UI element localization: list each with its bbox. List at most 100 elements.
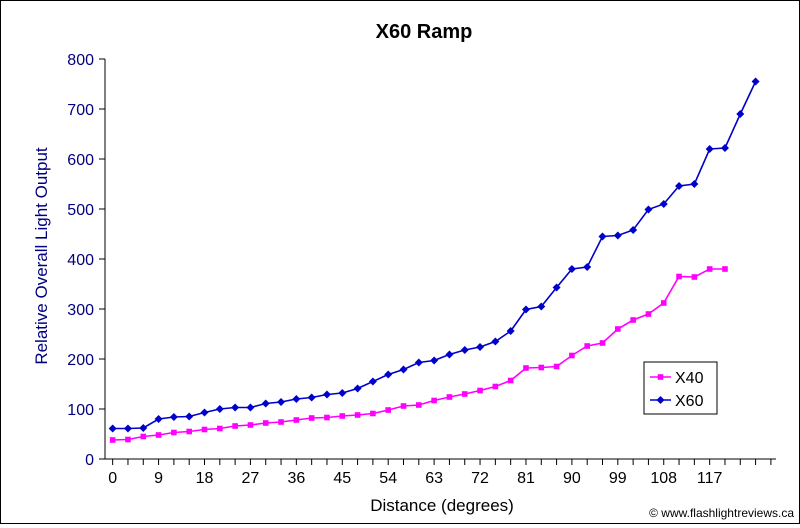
data-point-x60	[690, 180, 699, 188]
data-point-x40	[722, 266, 728, 272]
data-point-x40	[584, 343, 591, 349]
data-point-x60	[567, 265, 576, 273]
y-axis-label: Relative Overall Light Output	[32, 147, 51, 365]
x-tick-label: 117	[697, 470, 723, 487]
data-point-x60	[353, 384, 362, 393]
y-tick-label: 400	[67, 252, 94, 269]
data-point-x60	[185, 412, 194, 421]
data-point-x40	[523, 365, 529, 371]
data-point-x40	[615, 326, 621, 332]
data-point-x60	[231, 403, 240, 412]
x-tick-label: 99	[609, 470, 627, 487]
data-point-x60	[445, 350, 454, 359]
data-point-x60	[537, 302, 546, 311]
data-point-x40	[278, 419, 284, 425]
y-tick-label: 600	[67, 152, 94, 169]
data-point-x40	[431, 397, 437, 404]
data-point-x40	[308, 415, 315, 421]
data-point-x40	[354, 412, 361, 418]
data-point-x60	[154, 415, 163, 423]
data-point-x40	[125, 436, 131, 443]
data-point-x60	[338, 389, 347, 397]
data-point-x40	[706, 266, 713, 272]
data-point-x40	[171, 429, 177, 436]
data-point-x40	[217, 425, 223, 432]
y-tick-label: 300	[67, 302, 94, 319]
y-tick-label: 100	[67, 402, 94, 419]
data-point-x60	[277, 398, 286, 406]
x-tick-label: 45	[333, 470, 351, 487]
source-note: © www.flashlightreviews.ca	[649, 506, 794, 520]
data-point-x40	[691, 274, 698, 280]
y-tick-label: 500	[67, 202, 94, 219]
data-point-x60	[552, 283, 561, 292]
data-point-x60	[139, 424, 148, 432]
data-point-x60	[246, 403, 255, 412]
data-point-x40	[109, 437, 116, 443]
data-point-x60	[659, 200, 668, 208]
data-point-x60	[460, 346, 469, 354]
data-point-x60	[675, 182, 684, 190]
data-point-x40	[676, 273, 682, 280]
x-tick-label: 0	[108, 470, 117, 487]
data-point-x40	[477, 387, 483, 394]
legend-box	[643, 361, 718, 415]
data-point-x60	[705, 145, 714, 153]
data-point-x40	[446, 394, 453, 400]
data-point-x40	[339, 413, 346, 419]
data-point-x60	[506, 327, 515, 335]
y-tick-label: 800	[67, 52, 94, 69]
data-point-x60	[629, 226, 638, 234]
data-point-x60	[430, 356, 439, 365]
x-tick-label: 81	[517, 470, 535, 487]
data-point-x40	[553, 363, 560, 370]
data-point-x60	[476, 343, 485, 351]
data-point-x40	[247, 422, 254, 428]
data-point-x40	[416, 402, 422, 408]
data-point-x40	[293, 417, 300, 423]
data-point-x60	[307, 393, 316, 402]
data-point-x60	[292, 395, 301, 403]
data-point-x60	[108, 424, 117, 433]
x-tick-label: 54	[379, 470, 397, 487]
data-point-x40	[660, 300, 667, 306]
data-point-x40	[538, 364, 545, 371]
data-point-x60	[414, 358, 423, 367]
data-point-x40	[324, 414, 330, 421]
data-point-x60	[169, 413, 178, 421]
data-point-x60	[399, 365, 408, 374]
data-point-x40	[569, 352, 575, 359]
legend-marker-x60	[656, 396, 665, 404]
data-point-x40	[507, 377, 514, 384]
data-point-x60	[644, 205, 653, 214]
data-point-x60	[613, 231, 622, 240]
data-point-x40	[645, 311, 652, 317]
y-tick-label: 0	[85, 452, 94, 469]
y-tick-label: 700	[67, 102, 94, 119]
data-point-x60	[598, 232, 607, 241]
data-point-x40	[262, 420, 269, 426]
chart-title: X60 Ramp	[376, 21, 473, 43]
x-tick-label: 63	[425, 470, 443, 487]
data-point-x40	[461, 391, 468, 397]
data-point-x60	[200, 408, 209, 417]
data-point-x60	[720, 144, 729, 152]
data-point-x40	[630, 317, 636, 323]
data-point-x60	[123, 424, 132, 433]
x-tick-label: 18	[196, 470, 214, 487]
x-axis-label: Distance (degrees)	[370, 496, 514, 515]
data-point-x60	[322, 390, 331, 399]
x-tick-label: 9	[154, 470, 163, 487]
data-point-x60	[368, 377, 377, 386]
data-point-x60	[736, 110, 745, 118]
data-point-x60	[583, 263, 592, 271]
x-tick-label: 108	[650, 470, 677, 487]
plot-area: 0 100 200 300 400 500 600 700 800 0 9 18 27 36 45 54 63 7…	[67, 52, 776, 487]
data-point-x40	[201, 426, 208, 433]
y-tick-label: 200	[67, 352, 94, 369]
data-point-x40	[385, 407, 391, 413]
legend-label-x60: X60	[675, 393, 704, 410]
